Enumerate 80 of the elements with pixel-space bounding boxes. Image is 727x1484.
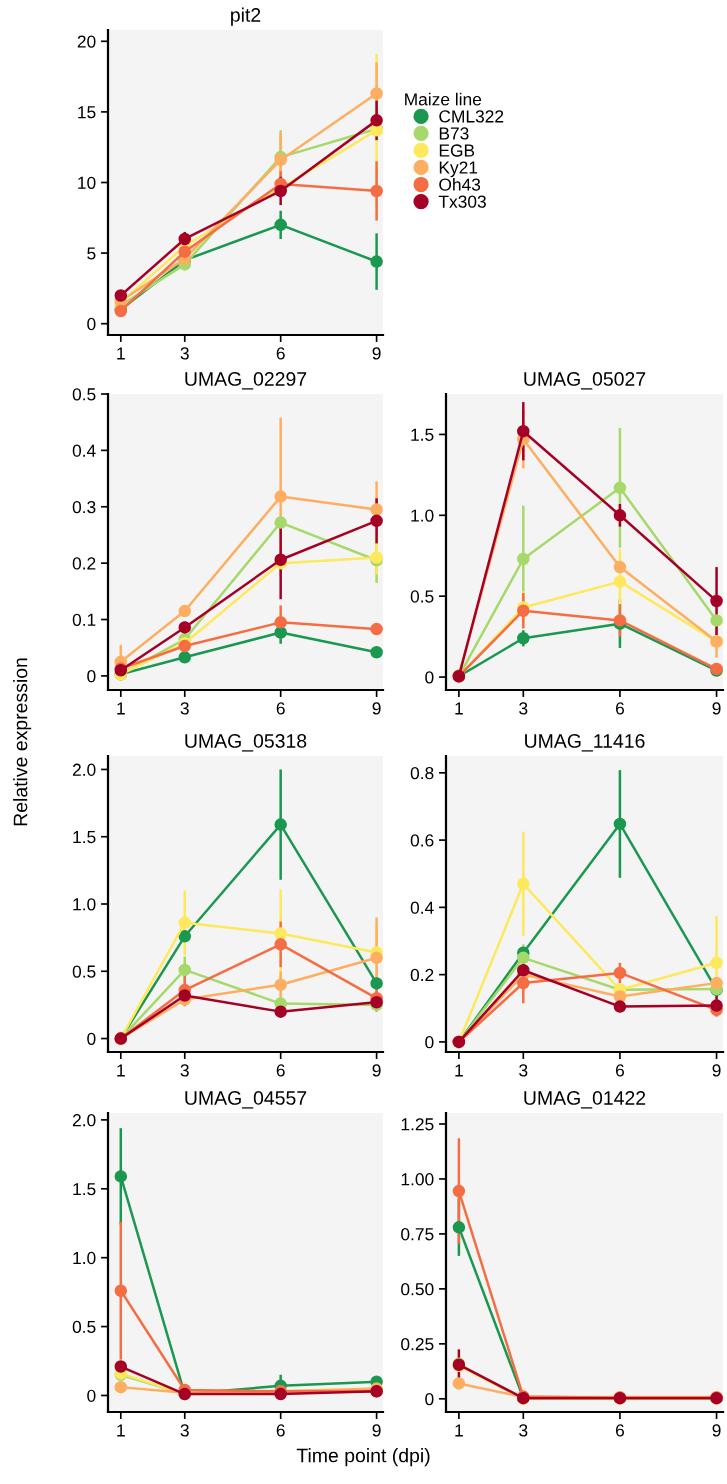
y-tick-label: 20 <box>77 35 96 48</box>
y-tick-label: 0.2 <box>410 968 434 982</box>
chart-title: UMAG_11416 <box>525 734 645 752</box>
x-tick-label: 3 <box>180 1064 189 1077</box>
y-tick-label: 0 <box>87 1032 96 1046</box>
legend-label: Oh43 <box>439 178 481 191</box>
y-tick-label: 0.2 <box>72 557 96 570</box>
chart-title: UMAG_05318 <box>185 734 307 752</box>
chart-title: UMAG_04557 <box>185 1091 307 1109</box>
y-tick-label: 0.8 <box>410 766 434 780</box>
x-tick-label: 6 <box>276 347 285 360</box>
y-tick-label: 5 <box>87 247 96 260</box>
y-tick-label: 10 <box>78 176 96 189</box>
y-axis-title: Relative expression <box>13 658 32 826</box>
y-tick-label: 1.5 <box>73 1183 96 1196</box>
x-tick-label: 1 <box>117 1424 125 1437</box>
y-tick-label: 1.0 <box>73 1251 96 1265</box>
legend-label: EGB <box>439 144 475 157</box>
legend-title: Maize line <box>405 92 482 106</box>
y-tick-label: 0.75 <box>401 1228 434 1241</box>
y-tick-label: 0.4 <box>72 444 96 457</box>
y-tick-label: 0.5 <box>72 1320 96 1334</box>
x-tick-label: 3 <box>180 347 189 360</box>
y-tick-label: 15 <box>78 106 96 119</box>
y-tick-label: 1.00 <box>401 1173 434 1186</box>
x-tick-label: 9 <box>372 1064 381 1077</box>
y-tick-label: 0.25 <box>401 1338 434 1351</box>
legend-label: Tx303 <box>438 195 486 208</box>
y-tick-label: 0 <box>87 317 96 331</box>
chart-title: UMAG_05027 <box>524 372 646 390</box>
x-axis-title: Time point (dpi) <box>296 1448 430 1467</box>
y-tick-label: 2.0 <box>72 763 96 776</box>
y-tick-label: 0.4 <box>410 901 434 914</box>
x-tick-label: 1 <box>117 347 125 360</box>
y-tick-label: 0.5 <box>410 590 434 603</box>
y-tick-label: 0 <box>425 1036 434 1049</box>
y-tick-label: 1.0 <box>411 509 434 522</box>
x-tick-label: 1 <box>117 702 125 715</box>
y-tick-label: 2.0 <box>72 1114 96 1127</box>
y-tick-label: 1.5 <box>411 428 434 441</box>
y-tick-label: 0 <box>87 670 96 683</box>
y-tick-label: 1.5 <box>73 831 96 844</box>
chart-title: UMAG_01422 <box>524 1091 646 1109</box>
x-tick-label: 6 <box>615 1064 624 1077</box>
y-tick-label: 0 <box>87 1389 96 1402</box>
x-tick-label: 3 <box>519 1424 528 1437</box>
x-tick-label: 3 <box>519 702 528 715</box>
y-tick-label: 0 <box>425 1392 434 1406</box>
x-tick-label: 6 <box>615 702 624 715</box>
x-tick-label: 1 <box>117 1064 125 1077</box>
y-tick-label: 0.50 <box>401 1283 434 1296</box>
x-tick-label: 1 <box>455 702 463 715</box>
y-tick-label: 0.5 <box>72 965 96 978</box>
y-tick-label: 1.25 <box>401 1118 434 1131</box>
x-tick-label: 1 <box>455 1064 463 1077</box>
x-tick-label: 6 <box>615 1424 624 1437</box>
x-tick-label: 6 <box>276 702 285 715</box>
x-tick-label: 9 <box>372 347 381 360</box>
y-tick-label: 0.6 <box>410 834 434 847</box>
chart-title: pit2 <box>231 7 261 26</box>
y-tick-label: 0 <box>425 671 434 684</box>
chart-title: UMAG_02297 <box>185 372 307 390</box>
y-tick-label: 0.3 <box>72 500 96 514</box>
x-tick-label: 3 <box>519 1064 528 1077</box>
x-tick-label: 6 <box>276 1064 285 1077</box>
legend-label: B73 <box>439 127 469 140</box>
x-tick-label: 3 <box>180 1424 189 1437</box>
x-tick-label: 3 <box>180 702 189 715</box>
x-tick-label: 6 <box>276 1424 285 1437</box>
x-tick-label: 9 <box>372 1424 381 1437</box>
y-tick-label: 1.0 <box>73 898 96 911</box>
x-tick-label: 1 <box>455 1424 463 1437</box>
x-tick-label: 9 <box>372 702 381 715</box>
x-tick-label: 9 <box>712 1424 721 1437</box>
x-tick-label: 9 <box>712 1064 721 1077</box>
x-tick-label: 9 <box>712 702 721 715</box>
y-tick-label: 0.5 <box>72 388 96 401</box>
y-tick-label: 0.1 <box>72 613 96 626</box>
legend-label: CML322 <box>439 110 504 123</box>
legend-label: Ky21 <box>439 161 478 178</box>
